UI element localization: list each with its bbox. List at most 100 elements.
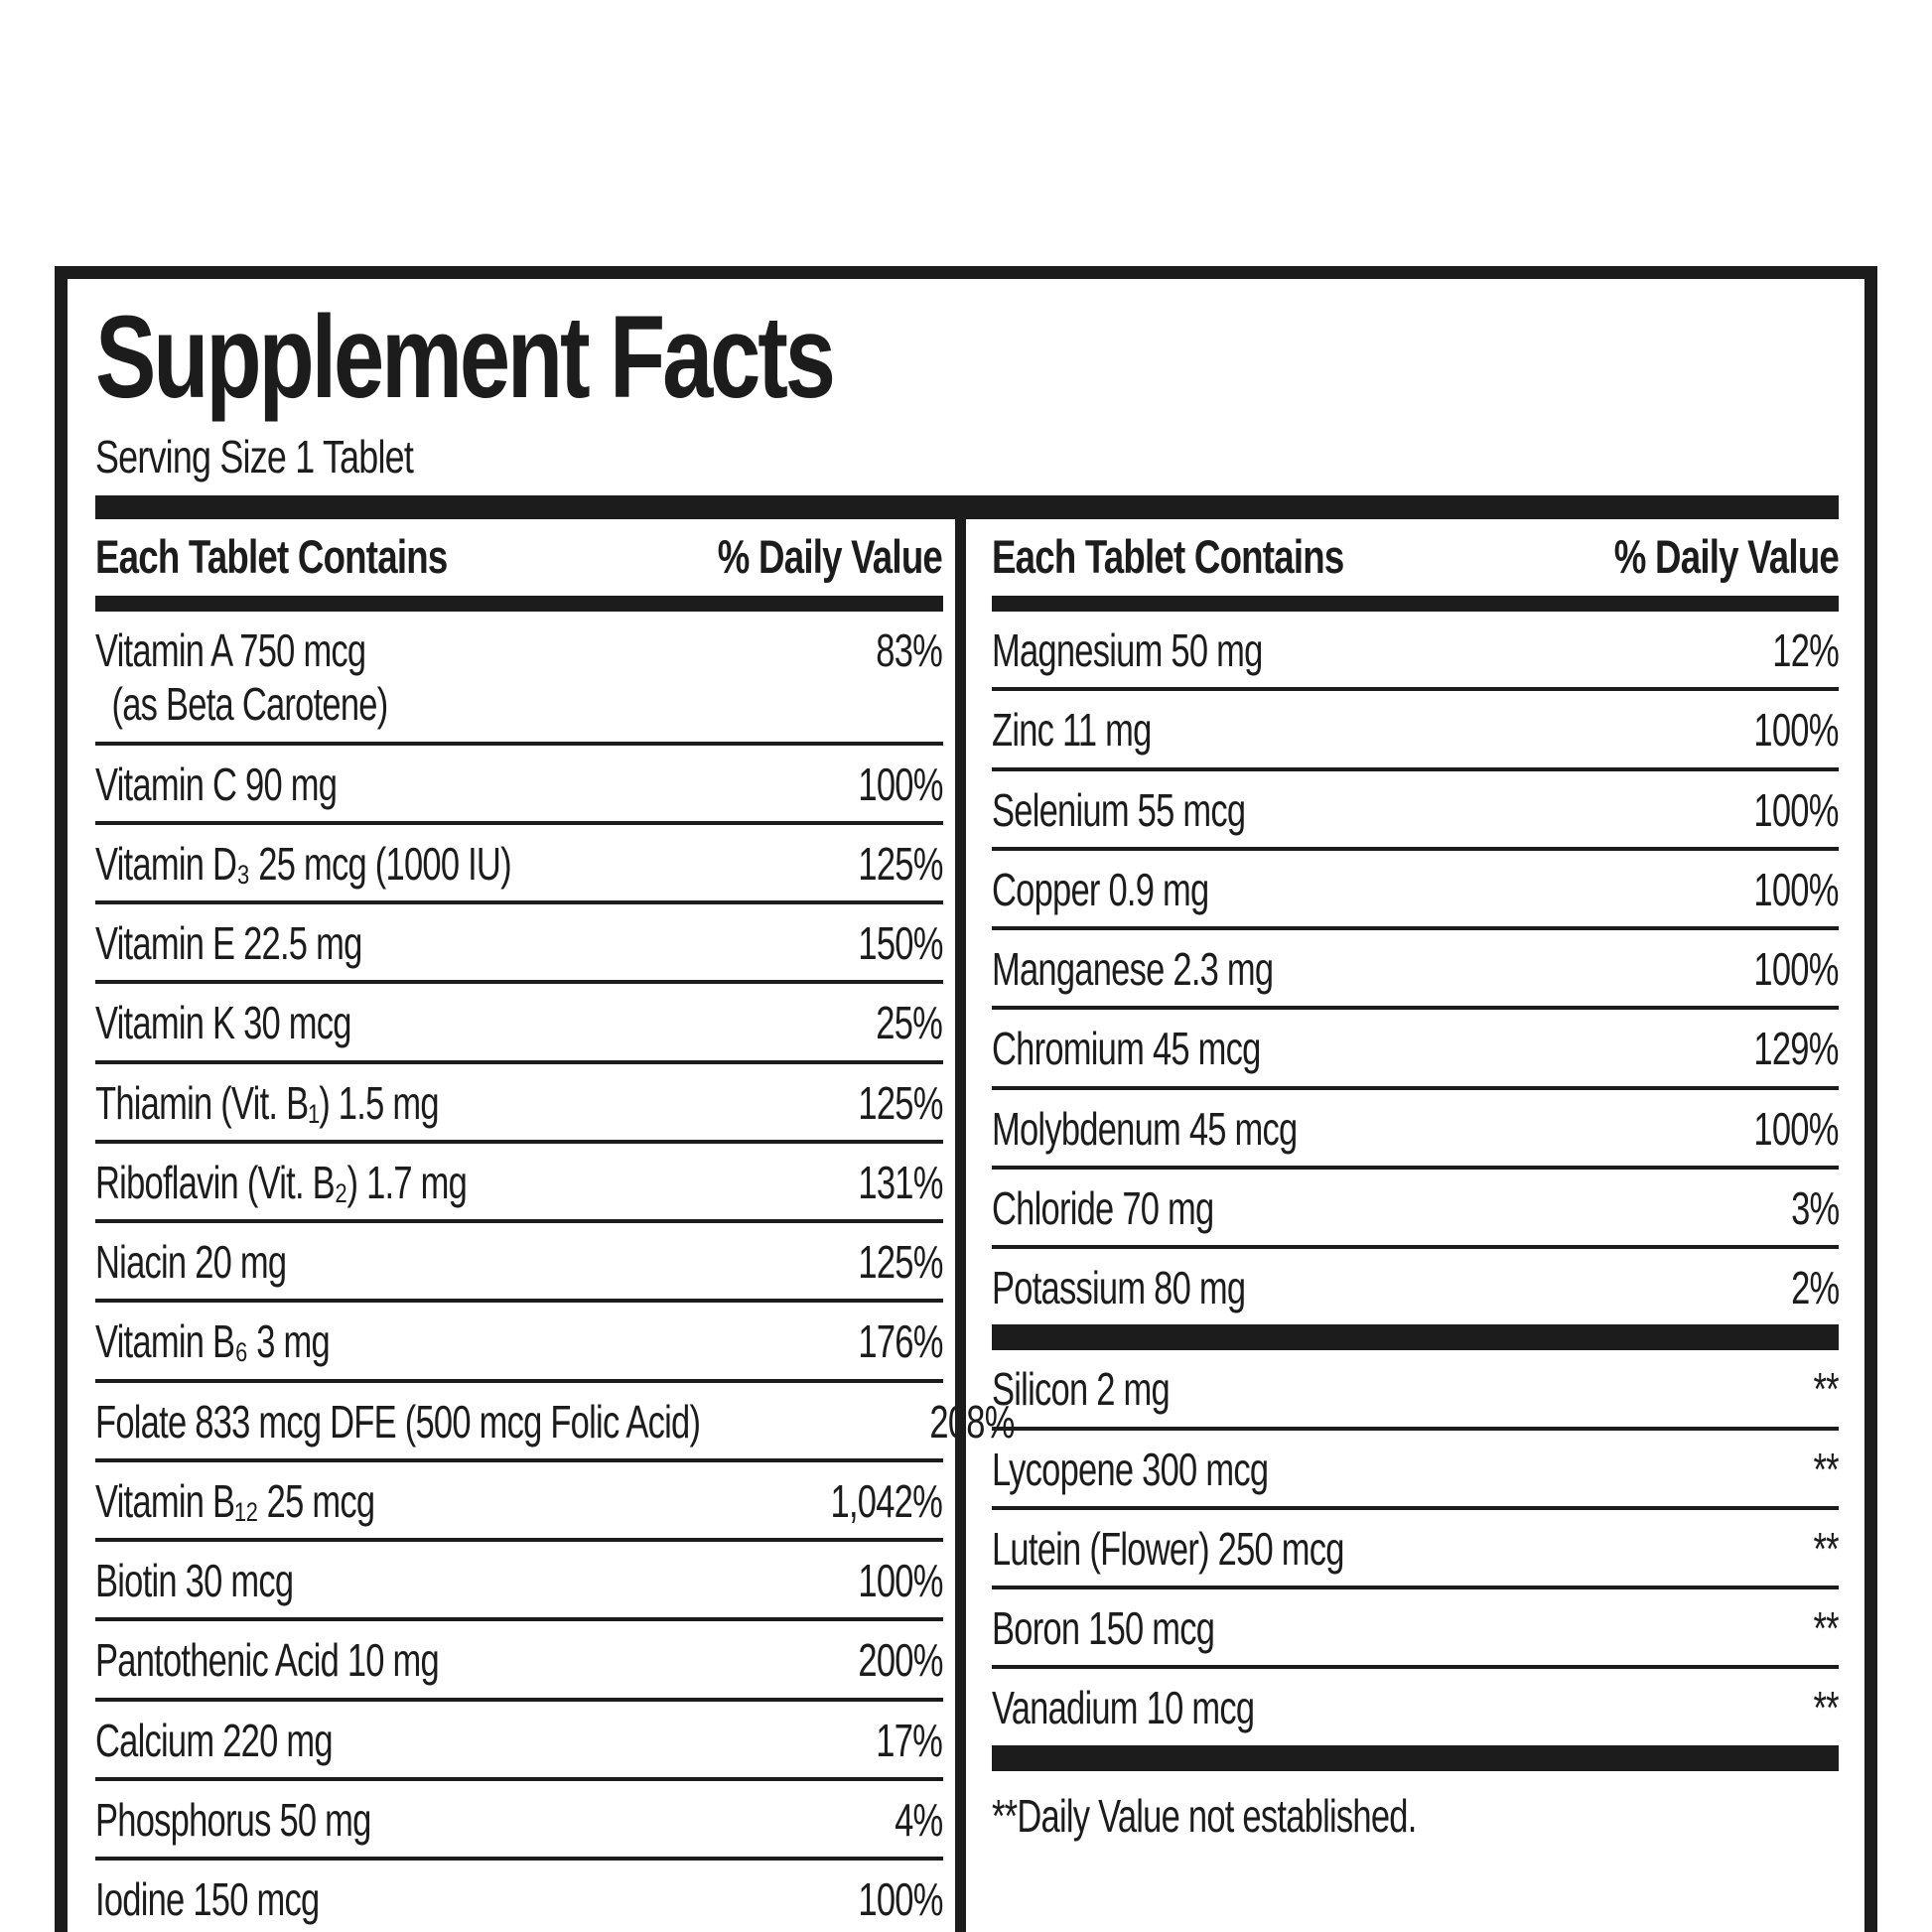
nutrient-name: Vitamin B₆ 3 mg bbox=[95, 1315, 331, 1368]
nutrient-row: Boron 150 mcg ** bbox=[991, 1589, 1840, 1670]
nutrient-daily-value-asterisks: ** bbox=[1813, 1522, 1840, 1575]
nutrient-row: Folate 833 mcg DFE (500 mcg Folic Acid) … bbox=[95, 1383, 1016, 1462]
nutrient-name: Lycopene 300 mcg bbox=[991, 1443, 1269, 1495]
nutrient-name: Molybdenum 45 mcg bbox=[991, 1102, 1298, 1155]
nutrient-daily-value: 100% bbox=[1753, 783, 1840, 836]
nutrient-daily-value: 176% bbox=[858, 1315, 943, 1368]
nutrient-name: Iodine 150 mcg bbox=[95, 1873, 320, 1926]
nutrient-name: Manganese 2.3 mg bbox=[991, 943, 1274, 996]
nutrient-daily-value: 100% bbox=[858, 758, 943, 810]
nutrient-name: Biotin 30 mcg bbox=[95, 1555, 294, 1607]
nutrient-name: Thiamin (Vit. B₁) 1.5 mg bbox=[95, 1076, 440, 1129]
nutrient-name: Vitamin C 90 mg bbox=[95, 758, 338, 810]
nutrient-name: Chloride 70 mg bbox=[991, 1181, 1214, 1234]
nutrient-row: Chloride 70 mg 3% bbox=[991, 1170, 1840, 1250]
nutrient-daily-value: 100% bbox=[1753, 943, 1840, 996]
nutrient-row: Zinc 11 mg 100% bbox=[991, 691, 1840, 771]
nutrient-daily-value: 125% bbox=[858, 1076, 943, 1129]
header-each-tablet-contains: Each Tablet Contains bbox=[991, 530, 1344, 583]
nutrient-daily-value-asterisks: ** bbox=[1813, 1443, 1840, 1495]
nutrient-row: Lycopene 300 mcg ** bbox=[991, 1431, 1840, 1510]
nutrient-name: Copper 0.9 mg bbox=[991, 863, 1209, 915]
nutrient-name: Zinc 11 mg bbox=[991, 704, 1152, 757]
left-column-header: Each Tablet Contains % Daily Value bbox=[95, 519, 943, 612]
nutrient-row: Manganese 2.3 mg 100% bbox=[991, 930, 1840, 1011]
nutrient-daily-value-asterisks: ** bbox=[1813, 1602, 1840, 1655]
nutrient-daily-value: 12% bbox=[1772, 624, 1840, 676]
nutrient-daily-value: 1,042% bbox=[830, 1474, 943, 1527]
nutrient-name: Magnesium 50 mg bbox=[991, 624, 1263, 676]
nutrient-row: Pantothenic Acid 10 mg 200% bbox=[95, 1621, 943, 1702]
nutrient-row: Vitamin B₁₂ 25 mcg 1,042% bbox=[95, 1462, 943, 1543]
nutrient-row: Calcium 220 mg 17% bbox=[95, 1702, 943, 1781]
nutrient-name-line1: Vitamin A 750 mcg bbox=[95, 624, 366, 676]
nutrient-row: Riboflavin (Vit. B₂) 1.7 mg 131% bbox=[95, 1144, 943, 1224]
nutrient-name: Folate 833 mcg DFE (500 mcg Folic Acid) bbox=[95, 1395, 701, 1448]
nutrient-row: Niacin 20 mg 125% bbox=[95, 1223, 943, 1304]
nutrient-row: Molybdenum 45 mcg 100% bbox=[991, 1090, 1840, 1170]
header-percent-daily-value: % Daily Value bbox=[1613, 530, 1840, 583]
nutrient-name: Vitamin E 22.5 mg bbox=[95, 917, 362, 970]
nutrient-row: Vanadium 10 mcg ** bbox=[992, 1669, 1840, 1744]
nutrient-daily-value: 100% bbox=[858, 1873, 943, 1926]
nutrient-name: Vitamin K 30 mcg bbox=[95, 997, 351, 1049]
nutrient-daily-value-asterisks: ** bbox=[1813, 1682, 1840, 1734]
nutrient-name: Riboflavin (Vit. B₂) 1.7 mg bbox=[95, 1156, 468, 1208]
nutrient-row: Vitamin K 30 mcg 25% bbox=[95, 984, 943, 1064]
daily-value-footnote: **Daily Value not established. bbox=[991, 1789, 1417, 1842]
nutrient-row: Phosphorus 50 mg 4% bbox=[95, 1781, 943, 1862]
nutrient-row: Magnesium 50 mg 12% bbox=[991, 612, 1840, 692]
nutrient-name: Silicon 2 mg bbox=[991, 1363, 1171, 1416]
nutrient-name: Vitamin A 750 mcg (as Beta Carotene) bbox=[95, 623, 389, 732]
nutrient-daily-value: 100% bbox=[1753, 863, 1840, 915]
nutrient-row: Lutein (Flower) 250 mcg ** bbox=[991, 1510, 1840, 1590]
nutrient-row: Chromium 45 mcg 129% bbox=[991, 1010, 1840, 1090]
nutrient-row: Vitamin E 22.5 mg 150% bbox=[95, 904, 943, 985]
nutrient-name: Lutein (Flower) 250 mcg bbox=[991, 1522, 1344, 1575]
nutrient-row: Vitamin D₃ 25 mcg (1000 IU) 125% bbox=[95, 825, 943, 905]
nutrient-name: Vanadium 10 mcg bbox=[991, 1682, 1255, 1734]
nutrient-daily-value: 100% bbox=[858, 1555, 943, 1607]
nutrient-name: Chromium 45 mcg bbox=[991, 1023, 1261, 1075]
nutrient-name: Pantothenic Acid 10 mg bbox=[95, 1634, 440, 1687]
nutrient-daily-value: 3% bbox=[1790, 1181, 1840, 1234]
nutrient-row: Potassium 80 mg 2% bbox=[992, 1249, 1840, 1324]
right-column: Each Tablet Contains % Daily Value Magne… bbox=[966, 519, 1840, 1932]
nutrient-daily-value-asterisks: ** bbox=[1813, 1363, 1840, 1416]
header-each-tablet-contains: Each Tablet Contains bbox=[95, 530, 448, 583]
panel-title: Supplement Facts bbox=[95, 292, 836, 423]
nutrient-row: Iodine 150 mcg 100% bbox=[95, 1861, 943, 1932]
divider-bar-section bbox=[991, 1744, 1839, 1771]
nutrient-row: Selenium 55 mcg 100% bbox=[991, 771, 1840, 851]
nutrient-daily-value: 129% bbox=[1753, 1023, 1840, 1075]
supplement-facts-panel: Supplement Facts Serving Size 1 Tablet E… bbox=[55, 266, 1877, 1932]
nutrient-row: Silicon 2 mg ** bbox=[991, 1350, 1840, 1431]
nutrient-daily-value: 83% bbox=[876, 624, 944, 676]
nutrient-daily-value: 131% bbox=[858, 1156, 943, 1208]
nutrient-name: Vitamin D₃ 25 mcg (1000 IU) bbox=[95, 837, 512, 890]
nutrient-row: Biotin 30 mcg 100% bbox=[95, 1542, 943, 1622]
nutrient-name: Potassium 80 mg bbox=[991, 1262, 1246, 1314]
nutrient-daily-value: 2% bbox=[1790, 1262, 1840, 1314]
nutrient-daily-value: 200% bbox=[858, 1634, 943, 1687]
nutrient-row: Vitamin A 750 mcg (as Beta Carotene) 83% bbox=[95, 612, 943, 746]
right-rows-main: Magnesium 50 mg 12% Zinc 11 mg 100% Sele… bbox=[991, 612, 1840, 1324]
nutrient-daily-value: 125% bbox=[858, 837, 943, 890]
nutrient-name: Phosphorus 50 mg bbox=[95, 1793, 371, 1846]
nutrient-row: Vitamin C 90 mg 100% bbox=[95, 746, 943, 825]
nutrient-name: Selenium 55 mcg bbox=[991, 783, 1246, 836]
nutrient-name-line2: (as Beta Carotene) bbox=[111, 678, 389, 731]
nutrient-name: Calcium 220 mg bbox=[95, 1714, 334, 1766]
right-rows-no-dv: Silicon 2 mg ** Lycopene 300 mcg ** Lute… bbox=[991, 1350, 1840, 1744]
nutrient-daily-value: 17% bbox=[876, 1714, 944, 1766]
nutrient-daily-value: 4% bbox=[895, 1793, 943, 1846]
nutrient-name: Niacin 20 mg bbox=[95, 1236, 287, 1289]
nutrient-name: Boron 150 mcg bbox=[991, 1602, 1215, 1655]
nutrient-daily-value: 125% bbox=[858, 1236, 943, 1289]
nutrient-row: Vitamin B₆ 3 mg 176% bbox=[95, 1303, 943, 1383]
nutrient-name: Vitamin B₁₂ 25 mcg bbox=[95, 1474, 375, 1527]
nutrient-daily-value: 100% bbox=[1753, 704, 1840, 757]
divider-bar-section bbox=[991, 1324, 1839, 1351]
nutrient-row: Copper 0.9 mg 100% bbox=[991, 851, 1840, 931]
